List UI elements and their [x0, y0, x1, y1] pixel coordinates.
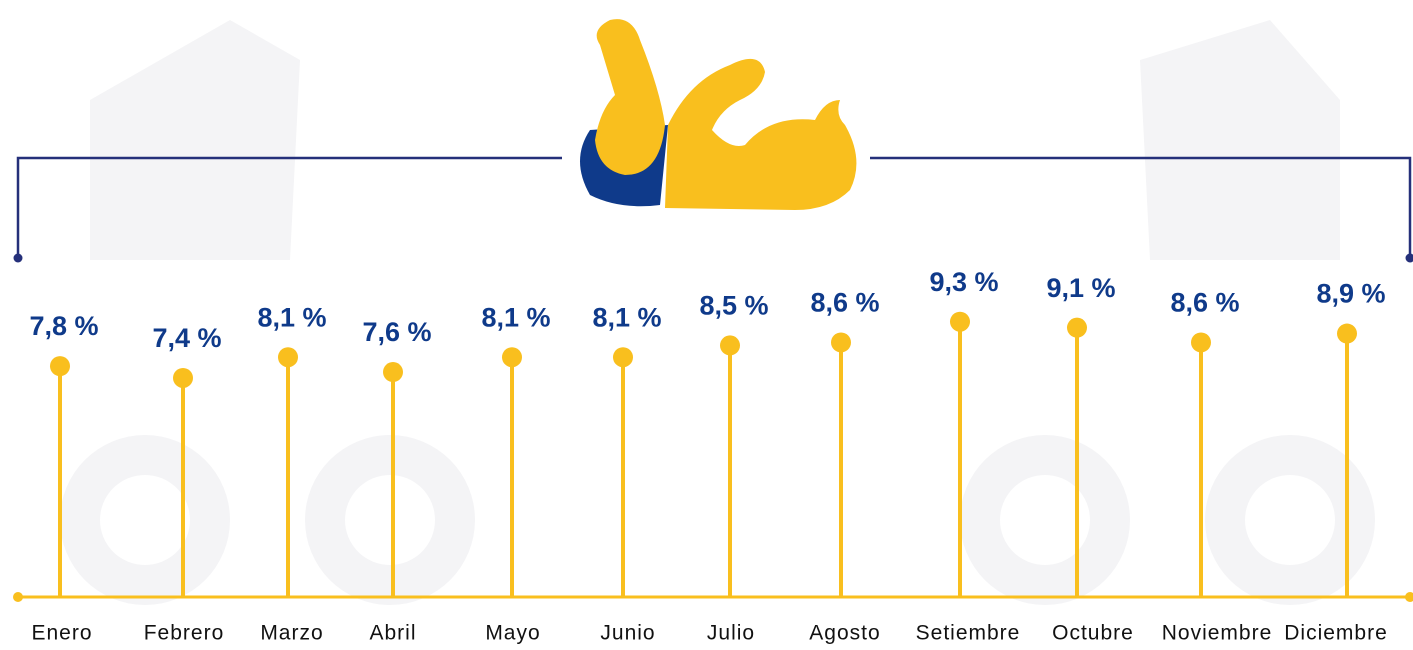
- value-label: 7,4 %: [152, 323, 221, 353]
- category-label: Setiembre: [916, 622, 1021, 645]
- category-label: Febrero: [144, 622, 225, 645]
- dot: [613, 347, 633, 367]
- value-label: 8,1 %: [481, 302, 550, 332]
- dot: [502, 347, 522, 367]
- lollipop: [950, 312, 970, 597]
- category-label: Diciembre: [1284, 622, 1388, 645]
- dot: [1337, 324, 1357, 344]
- value-label: 8,6 %: [810, 288, 879, 318]
- dot: [720, 335, 740, 355]
- category-label: Noviembre: [1162, 622, 1273, 645]
- baseline-dot: [13, 592, 23, 602]
- baby-icon: [580, 19, 856, 210]
- dot: [1067, 318, 1087, 338]
- lollipop: [278, 347, 298, 597]
- category-label: Abril: [369, 622, 416, 645]
- chart: 7,8 % Enero 7,4 % Febrero 8,1 % Marzo 7,6 % Abr…: [0, 0, 1413, 650]
- category-label: Mayo: [485, 622, 540, 645]
- dot: [278, 347, 298, 367]
- lollipop: [50, 356, 70, 597]
- value-label: 9,1 %: [1046, 273, 1115, 303]
- value-label: 9,3 %: [929, 267, 998, 297]
- value-label: 7,6 %: [362, 317, 431, 347]
- value-label: 8,5 %: [699, 291, 768, 321]
- bracket-dot: [1406, 254, 1413, 263]
- category-label: Octubre: [1052, 622, 1134, 645]
- lollipop: [720, 335, 740, 597]
- category-label: Marzo: [260, 622, 323, 645]
- category-label: Julio: [707, 622, 755, 645]
- value-label: 8,6 %: [1170, 288, 1239, 318]
- value-label: 7,8 %: [29, 311, 98, 341]
- baseline-dot: [1405, 592, 1413, 602]
- category-label: Agosto: [809, 622, 880, 645]
- dot: [831, 332, 851, 352]
- dot: [383, 362, 403, 382]
- bracket-dot: [14, 254, 23, 263]
- category-label: Junio: [600, 622, 655, 645]
- value-label: 8,9 %: [1316, 279, 1385, 309]
- category-label: Enero: [31, 622, 92, 645]
- value-label: 8,1 %: [257, 302, 326, 332]
- lollipop: [1191, 332, 1211, 597]
- dot: [950, 312, 970, 332]
- lollipop: [831, 332, 851, 597]
- dot: [50, 356, 70, 376]
- dot: [1191, 332, 1211, 352]
- value-label: 8,1 %: [592, 302, 661, 332]
- lollipop: [502, 347, 522, 597]
- lollipop: [613, 347, 633, 597]
- page: {"chart_data": {"type": "lollipop", "cat…: [0, 0, 1413, 650]
- dot: [173, 368, 193, 388]
